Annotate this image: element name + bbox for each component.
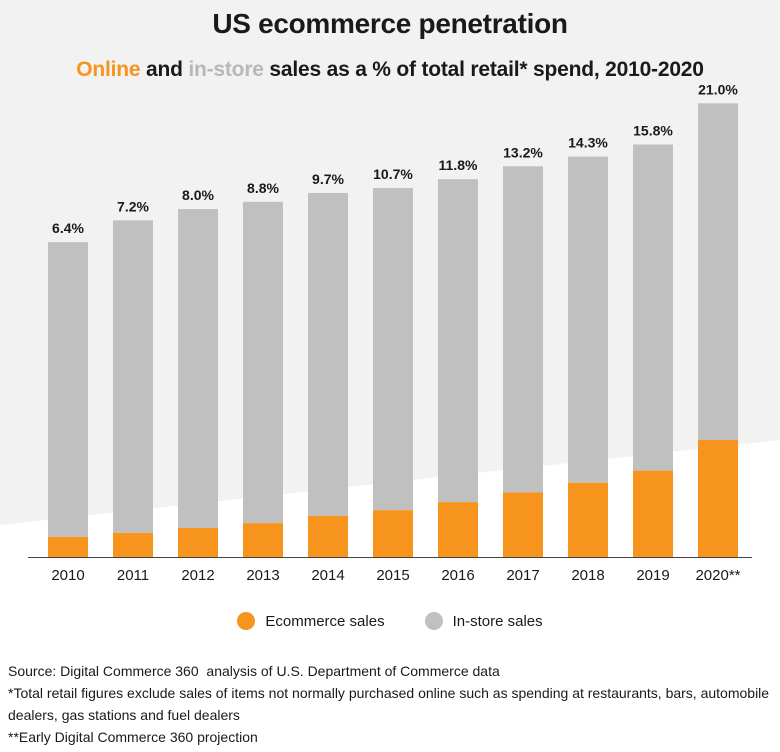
data-label-2013: 8.8% — [247, 180, 279, 196]
legend-instore-label: In-store sales — [452, 612, 543, 630]
legend-item-instore: In-store sales — [424, 612, 543, 630]
chart-title: US ecommerce penetration — [212, 8, 568, 39]
subtitle-online: Online — [76, 58, 141, 81]
bar-ecommerce-2014 — [308, 515, 348, 557]
x-tick-label-2014: 2014 — [311, 567, 344, 584]
bar-instore-2018 — [568, 156, 608, 483]
legend-ecommerce-swatch — [237, 612, 256, 630]
bar-ecommerce-2012 — [178, 527, 218, 557]
data-label-2010: 6.4% — [52, 220, 84, 236]
bar-instore-2017 — [503, 166, 543, 493]
data-label-2019: 15.8% — [633, 122, 673, 138]
bar-ecommerce-2016 — [438, 502, 478, 557]
footnote-projection: **Early Digital Commerce 360 projection — [8, 729, 258, 745]
bar-instore-2015 — [373, 188, 413, 511]
data-label-2018: 14.3% — [568, 135, 608, 151]
x-tick-label-2012: 2012 — [181, 567, 214, 584]
bar-instore-2019 — [633, 144, 673, 471]
bar-ecommerce-2018 — [568, 482, 608, 557]
bar-instore-2013 — [243, 201, 283, 524]
bar-ecommerce-2019 — [633, 470, 673, 557]
data-label-2015: 10.7% — [373, 166, 413, 182]
legend-instore-swatch — [424, 612, 443, 630]
x-tick-label-2010: 2010 — [51, 567, 84, 584]
data-label-2020: 21.0% — [698, 81, 738, 97]
bar-ecommerce-2010 — [48, 536, 88, 557]
x-tick-label-2020: 2020** — [695, 567, 740, 584]
x-tick-label-2019: 2019 — [636, 567, 669, 584]
legend-ecommerce-label: Ecommerce sales — [265, 612, 385, 630]
legend-item-ecommerce: Ecommerce sales — [237, 612, 385, 630]
subtitle-rest: sales as a % of total retail* spend, 201… — [263, 58, 704, 81]
chart-legend: Ecommerce sales In-store sales — [0, 612, 780, 630]
bar-instore-2011 — [113, 220, 153, 533]
x-tick-label-2017: 2017 — [506, 567, 539, 584]
x-tick-label-2015: 2015 — [376, 567, 409, 584]
x-tick-label-2013: 2013 — [246, 567, 279, 584]
bar-instore-2020 — [698, 103, 738, 440]
data-label-2011: 7.2% — [117, 198, 149, 214]
footnotes: Source: Digital Commerce 360 analysis of… — [8, 660, 772, 748]
stacked-bar-chart: 6.4% 2010 7.2% 2011 8.0% 2012 8.8% 2013 9.7% 2014… — [28, 81, 752, 584]
bar-instore-2014 — [308, 192, 348, 516]
x-tick-label-2018: 2018 — [571, 567, 604, 584]
subtitle-instore: in-store — [188, 58, 264, 81]
bar-ecommerce-2020 — [698, 439, 738, 557]
data-label-2017: 13.2% — [503, 144, 543, 160]
footnote-retail-exclusions: *Total retail figures exclude sales of i… — [8, 685, 773, 723]
data-label-2012: 8.0% — [182, 187, 214, 203]
bar-ecommerce-2011 — [113, 532, 153, 557]
x-tick-label-2011: 2011 — [117, 567, 149, 584]
data-label-2016: 11.8% — [439, 157, 478, 173]
bar-ecommerce-2015 — [373, 510, 413, 557]
bar-instore-2012 — [178, 209, 218, 528]
x-tick-label-2016: 2016 — [441, 567, 474, 584]
data-label-2014: 9.7% — [312, 171, 344, 187]
bar-instore-2016 — [438, 179, 478, 503]
bar-ecommerce-2013 — [243, 523, 283, 557]
chart-subtitle: Online and in-store sales as a % of tota… — [0, 58, 780, 82]
bar-instore-2010 — [48, 242, 88, 537]
bar-ecommerce-2017 — [503, 492, 543, 557]
source-note: Source: Digital Commerce 360 analysis of… — [8, 663, 500, 679]
subtitle-and: and — [140, 58, 189, 81]
